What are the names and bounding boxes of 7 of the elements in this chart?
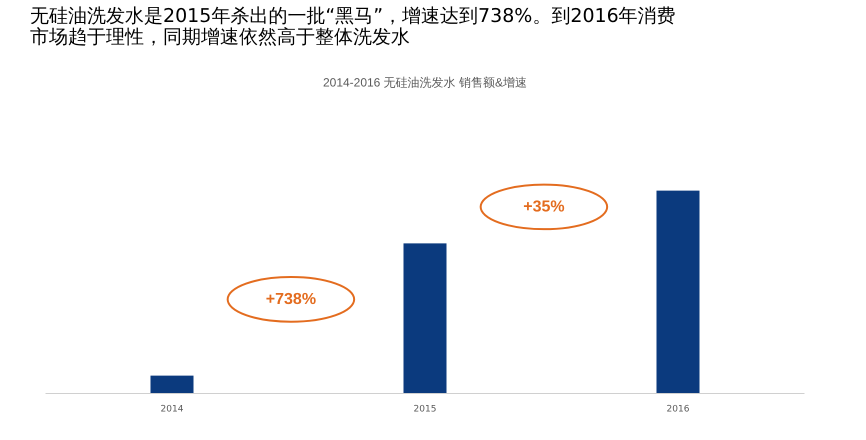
chart-subtitle: 2014-2016 无硅油洗发水 销售额&增速 bbox=[322, 76, 528, 90]
annotation: +738% bbox=[266, 290, 316, 308]
chart-title: 无硅油洗发水是2015年杀出的一批“黑马”，增速达到738%。到2016年消费市场趋于理性，同期增速依然高于整体洗发水 bbox=[30, 5, 677, 48]
x-tick-label: 2014 bbox=[160, 404, 184, 414]
annotation: +35% bbox=[523, 198, 565, 216]
x-tick-label: 2016 bbox=[666, 404, 690, 414]
x-tick-label: 2015 bbox=[414, 404, 436, 414]
